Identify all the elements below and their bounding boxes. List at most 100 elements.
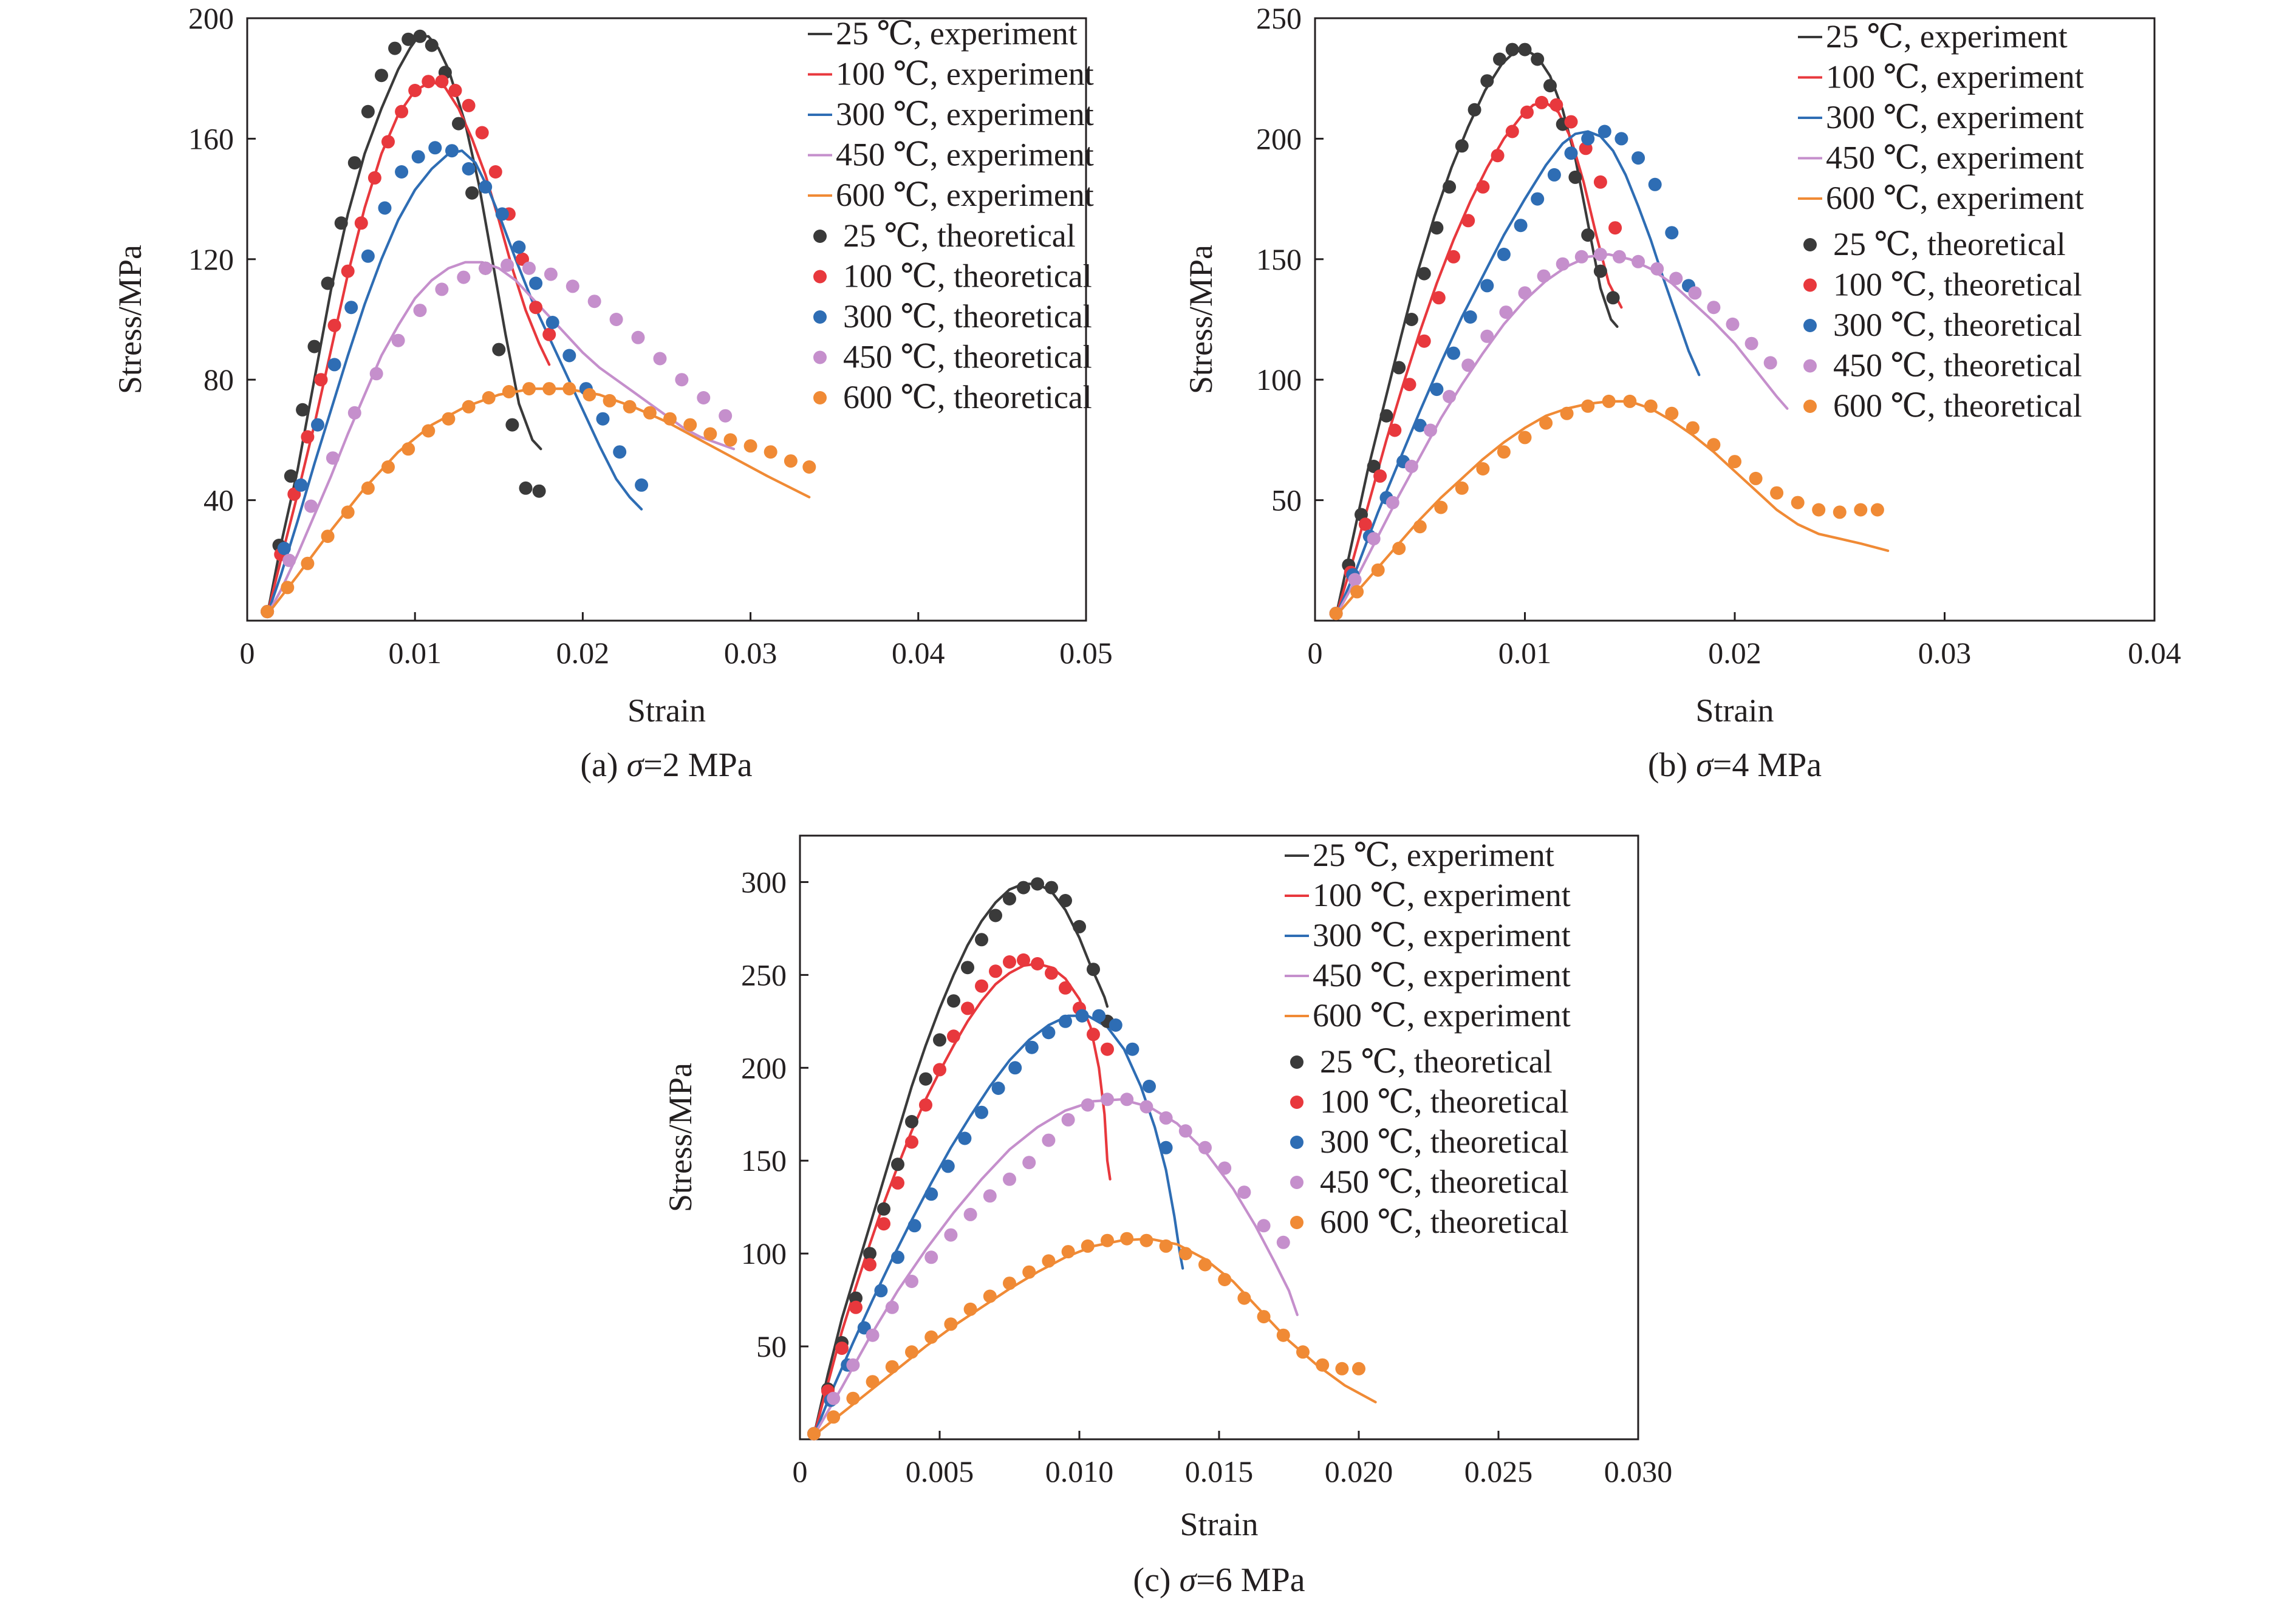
legend-marker-300c (1290, 1136, 1303, 1149)
x-axis-label: Strain (627, 692, 706, 729)
data-point-450c-theoretical (1257, 1219, 1271, 1233)
data-point-25c-theoretical (425, 38, 439, 52)
data-point-450c-theoretical (1367, 532, 1381, 546)
data-point-450c-theoretical (1276, 1235, 1290, 1249)
data-point-450c-theoretical (1763, 356, 1777, 370)
data-point-25c-theoretical (849, 1291, 863, 1305)
series-line-600c-experiment (266, 387, 811, 616)
data-point-100c-theoretical (475, 126, 489, 140)
data-point-600c-theoretical (1159, 1239, 1173, 1253)
x-axis-label: Strain (1180, 1506, 1259, 1543)
data-point-600c-theoretical (321, 530, 335, 544)
data-point-25c-theoretical (1480, 74, 1494, 88)
data-point-100c-theoretical (1535, 95, 1549, 109)
data-point-100c-theoretical (341, 264, 355, 278)
legend-label-100c-experiment: 100 ℃, experiment (1313, 877, 1571, 913)
data-point-450c-theoretical (1744, 336, 1758, 350)
data-point-300c-theoretical (991, 1082, 1005, 1095)
data-point-100c-theoretical (1059, 981, 1072, 995)
data-point-600c-theoretical (1061, 1245, 1075, 1259)
data-point-25c-theoretical (1017, 881, 1030, 895)
y-tick-label: 150 (1256, 242, 1302, 276)
panel-caption: (b) σ=4 MPa (1648, 746, 1822, 784)
data-point-100c-theoretical (1505, 124, 1519, 138)
y-tick-label: 40 (203, 483, 234, 517)
data-point-600c-theoretical (1581, 399, 1595, 413)
panel-c: 0 0.005 0.010 0.015 0.020 0.025 0.030 50 100 150 2… (662, 834, 1672, 1599)
y-tick-label: 80 (203, 363, 234, 397)
data-point-100c-theoretical (1388, 423, 1402, 437)
data-point-25c-theoretical (284, 469, 298, 483)
data-point-300c-theoretical (479, 180, 493, 194)
data-point-25c-theoretical (452, 117, 465, 131)
data-point-600c-theoretical (1870, 503, 1884, 517)
data-point-100c-theoretical (877, 1217, 890, 1231)
data-point-600c-theoretical (1257, 1310, 1271, 1324)
data-point-25c-theoretical (947, 994, 960, 1008)
legend-marker-450c (1803, 359, 1817, 373)
data-point-600c-theoretical (1003, 1277, 1016, 1290)
data-point-25c-theoretical (361, 104, 375, 118)
data-point-600c-theoretical (924, 1330, 938, 1344)
data-point-25c-theoretical (1581, 228, 1595, 242)
data-point-25c-theoretical (321, 276, 335, 290)
data-point-600c-theoretical (1623, 394, 1637, 408)
data-point-450c-theoretical (1424, 423, 1437, 437)
data-point-100c-theoretical (327, 318, 341, 332)
data-point-600c-theoretical (683, 418, 697, 432)
data-point-300c-theoretical (462, 162, 476, 176)
legend: 25 ℃, experiment 100 ℃, experiment 300 ℃, … (808, 15, 1094, 415)
data-point-25c-theoretical (1379, 409, 1393, 423)
data-point-100c-theoretical (1608, 221, 1622, 235)
data-point-450c-theoretical (944, 1228, 958, 1242)
data-point-25c-theoretical (1568, 170, 1582, 184)
data-point-600c-theoretical (802, 460, 816, 474)
series-line-300c-experiment (1334, 130, 1701, 618)
data-point-600c-theoretical (846, 1391, 860, 1405)
data-point-300c-theoretical (1581, 132, 1595, 146)
data-point-25c-theoretical (919, 1072, 932, 1086)
data-point-600c-theoretical (1518, 431, 1532, 445)
y-tick-label: 200 (1256, 121, 1302, 155)
data-point-450c-theoretical (1159, 1111, 1173, 1125)
data-point-100c-theoretical (435, 75, 449, 89)
data-point-100c-theoretical (1476, 180, 1490, 194)
data-point-300c-theoretical (907, 1219, 921, 1233)
data-point-600c-theoretical (1139, 1233, 1153, 1247)
data-point-100c-theoretical (1447, 250, 1460, 264)
legend-label-600c-experiment: 600 ℃, experiment (1826, 180, 2084, 216)
data-point-25c-theoretical (1045, 881, 1058, 895)
data-point-25c-theoretical (891, 1157, 904, 1171)
data-point-450c-theoretical (1237, 1185, 1251, 1199)
data-point-25c-theoretical (1003, 892, 1016, 905)
data-point-25c-theoretical (1493, 52, 1506, 66)
data-point-300c-theoretical (1075, 1009, 1089, 1023)
legend-marker-100c (1290, 1096, 1303, 1109)
data-point-450c-theoretical (1081, 1098, 1095, 1112)
data-point-600c-theoretical (1198, 1258, 1212, 1272)
data-point-450c-theoretical (719, 409, 733, 423)
data-point-300c-theoretical (445, 144, 459, 158)
y-axis-label: Stress/MPa (1183, 245, 1219, 394)
data-point-450c-theoretical (1613, 250, 1626, 264)
data-point-25c-theoretical (334, 216, 348, 230)
data-point-600c-theoretical (1644, 399, 1658, 413)
data-point-450c-theoretical (675, 373, 689, 387)
data-point-600c-theoretical (401, 442, 415, 456)
data-point-25c-theoretical (1087, 963, 1100, 977)
data-point-600c-theoretical (1371, 563, 1385, 577)
data-point-100c-theoretical (1101, 1042, 1114, 1056)
data-point-450c-theoretical (924, 1250, 938, 1264)
data-point-25c-theoretical (1059, 894, 1072, 907)
data-point-600c-theoretical (1812, 503, 1826, 517)
panel-b: 0 0.01 0.02 0.03 0.04 50 100 150 200 250 Strain Str… (1183, 1, 2181, 784)
legend-marker-300c (1803, 319, 1817, 332)
caption-sigma: σ (1180, 1561, 1198, 1599)
data-point-100c-theoretical (381, 135, 395, 149)
legend-label-100c-theoretical: 100 ℃, theoretical (843, 258, 1092, 295)
data-point-600c-theoretical (1276, 1328, 1290, 1342)
data-point-450c-theoretical (369, 367, 383, 381)
series-line-300c-experiment (266, 149, 643, 616)
data-point-450c-theoretical (1593, 247, 1607, 261)
data-point-100c-theoretical (367, 171, 381, 185)
